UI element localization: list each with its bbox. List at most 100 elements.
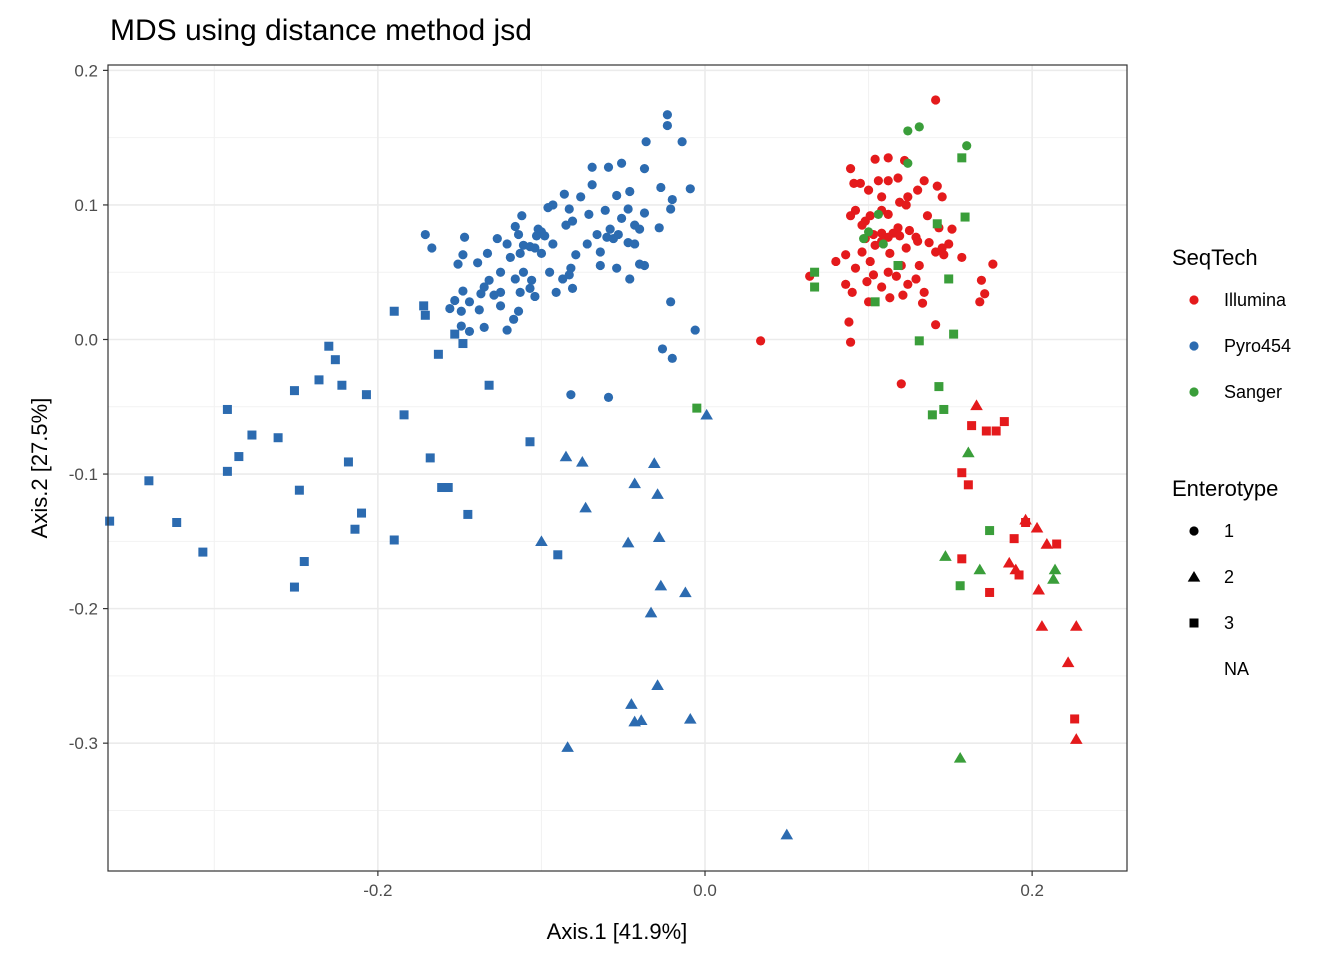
data-point-illumina-enterotype-1 — [903, 279, 913, 289]
data-point-pyro454-enterotype-1 — [608, 233, 619, 244]
data-point-illumina-enterotype-1 — [877, 192, 887, 202]
data-point-illumina-enterotype-1 — [932, 181, 942, 191]
data-point-pyro454-enterotype-3 — [463, 509, 473, 519]
data-point-pyro454-enterotype-1 — [639, 208, 650, 218]
legend-key-enterotype-1 — [1189, 526, 1199, 536]
data-point-illumina-enterotype-1 — [919, 287, 929, 298]
data-point-illumina-enterotype-1 — [913, 236, 923, 246]
data-point-pyro454-enterotype-1 — [464, 326, 475, 337]
data-point-pyro454-enterotype-1 — [587, 162, 597, 172]
legend-label-enterotype-3: 3 — [1224, 613, 1234, 633]
data-point-pyro454-enterotype-1 — [567, 283, 578, 293]
data-point-pyro454-enterotype-3 — [234, 452, 244, 462]
data-point-pyro454-enterotype-2 — [535, 535, 548, 547]
data-point-pyro454-enterotype-1 — [582, 239, 592, 249]
data-point-pyro454-enterotype-2 — [628, 477, 641, 489]
data-point-illumina-enterotype-1 — [924, 238, 934, 248]
data-point-pyro454-enterotype-1 — [536, 248, 547, 258]
data-point-pyro454-enterotype-1 — [525, 283, 535, 293]
data-point-illumina-enterotype-1 — [883, 267, 893, 277]
data-point-pyro454-enterotype-1 — [450, 295, 460, 306]
data-point-illumina-enterotype-1 — [911, 274, 921, 284]
data-point-illumina-enterotype-3 — [967, 421, 977, 431]
data-point-pyro454-enterotype-1 — [587, 180, 597, 190]
data-point-pyro454-enterotype-1 — [612, 190, 622, 201]
data-point-illumina-enterotype-1 — [895, 231, 905, 241]
data-point-pyro454-enterotype-1 — [666, 297, 676, 307]
data-point-pyro454-enterotype-3 — [105, 516, 115, 526]
data-point-sanger-enterotype-3 — [944, 274, 954, 284]
data-point-pyro454-enterotype-1 — [502, 325, 512, 335]
data-point-pyro454-enterotype-1 — [616, 213, 627, 223]
data-point-pyro454-enterotype-1 — [479, 322, 489, 332]
data-point-sanger-enterotype-3 — [939, 404, 949, 414]
points-layer — [105, 95, 1083, 840]
data-point-pyro454-enterotype-3 — [458, 339, 468, 349]
data-point-pyro454-enterotype-3 — [389, 535, 399, 545]
data-point-illumina-enterotype-1 — [873, 176, 883, 186]
data-point-pyro454-enterotype-1 — [639, 260, 650, 271]
data-point-pyro454-enterotype-1 — [515, 287, 525, 298]
data-point-pyro454-enterotype-3 — [324, 341, 334, 351]
data-point-illumina-enterotype-2 — [1061, 656, 1075, 668]
data-point-sanger-enterotype-2 — [1048, 563, 1062, 575]
data-point-pyro454-enterotype-1 — [476, 289, 486, 299]
data-point-pyro454-enterotype-1 — [473, 258, 483, 268]
data-point-pyro454-enterotype-1 — [616, 158, 627, 168]
y-axis-title: Axis.2 [27.5%] — [27, 398, 52, 539]
data-point-pyro454-enterotype-1 — [505, 252, 515, 263]
data-point-pyro454-enterotype-2 — [561, 741, 574, 752]
series-illumina — [756, 95, 1083, 744]
data-point-sanger-enterotype-2 — [939, 550, 952, 561]
data-point-pyro454-enterotype-2 — [651, 488, 664, 499]
legend-enterotype-title: Enterotype — [1172, 476, 1278, 501]
data-point-pyro454-enterotype-1 — [456, 321, 466, 331]
data-point-illumina-enterotype-1 — [868, 270, 879, 280]
data-point-illumina-enterotype-1 — [855, 178, 865, 189]
data-point-pyro454-enterotype-3 — [222, 466, 232, 476]
data-point-pyro454-enterotype-3 — [450, 329, 460, 339]
data-point-pyro454-enterotype-2 — [634, 714, 648, 725]
data-point-pyro454-enterotype-3 — [433, 349, 443, 359]
data-point-illumina-enterotype-3 — [1014, 570, 1024, 580]
chart-title: MDS using distance method jsd — [110, 14, 532, 47]
data-point-pyro454-enterotype-2 — [625, 698, 638, 709]
data-point-sanger-enterotype-3 — [985, 526, 995, 536]
data-point-illumina-enterotype-3 — [957, 554, 967, 564]
y-tick-label: 0.0 — [74, 330, 98, 349]
data-point-illumina-enterotype-1 — [931, 320, 941, 330]
data-point-pyro454-enterotype-2 — [579, 501, 592, 513]
data-point-pyro454-enterotype-3 — [299, 557, 309, 567]
data-point-pyro454-enterotype-3 — [198, 547, 208, 557]
data-point-pyro454-enterotype-3 — [337, 380, 347, 390]
data-point-illumina-enterotype-3 — [1052, 539, 1062, 549]
data-point-illumina-enterotype-1 — [877, 282, 887, 292]
data-point-pyro454-enterotype-1 — [530, 243, 540, 253]
data-point-pyro454-enterotype-3 — [172, 517, 182, 527]
data-point-pyro454-enterotype-1 — [639, 164, 650, 174]
data-point-pyro454-enterotype-3 — [343, 457, 353, 467]
data-point-pyro454-enterotype-2 — [780, 828, 794, 840]
data-point-illumina-enterotype-1 — [862, 277, 872, 287]
data-point-illumina-enterotype-2 — [1035, 620, 1049, 631]
data-point-pyro454-enterotype-1 — [456, 306, 466, 316]
data-point-sanger-enterotype-1 — [878, 239, 888, 249]
data-point-pyro454-enterotype-1 — [445, 303, 455, 314]
legend-enterotype-items: 1 2 3 NA — [1187, 521, 1249, 679]
data-point-sanger-enterotype-3 — [810, 267, 820, 277]
y-tick-label: -0.2 — [69, 600, 98, 619]
grid — [108, 65, 1127, 871]
data-point-illumina-enterotype-1 — [898, 290, 908, 300]
data-point-sanger-enterotype-3 — [810, 282, 820, 292]
legend-label-enterotype-na: NA — [1224, 659, 1249, 679]
data-point-illumina-enterotype-1 — [831, 256, 841, 267]
data-point-illumina-enterotype-3 — [957, 468, 967, 478]
data-point-pyro454-enterotype-1 — [656, 182, 666, 193]
data-point-pyro454-enterotype-2 — [679, 586, 692, 598]
data-point-pyro454-enterotype-1 — [657, 344, 668, 354]
legend-label-illumina: Illumina — [1224, 290, 1287, 310]
data-point-illumina-enterotype-1 — [975, 297, 985, 307]
data-point-illumina-enterotype-1 — [849, 178, 859, 189]
data-point-illumina-enterotype-1 — [883, 153, 893, 163]
